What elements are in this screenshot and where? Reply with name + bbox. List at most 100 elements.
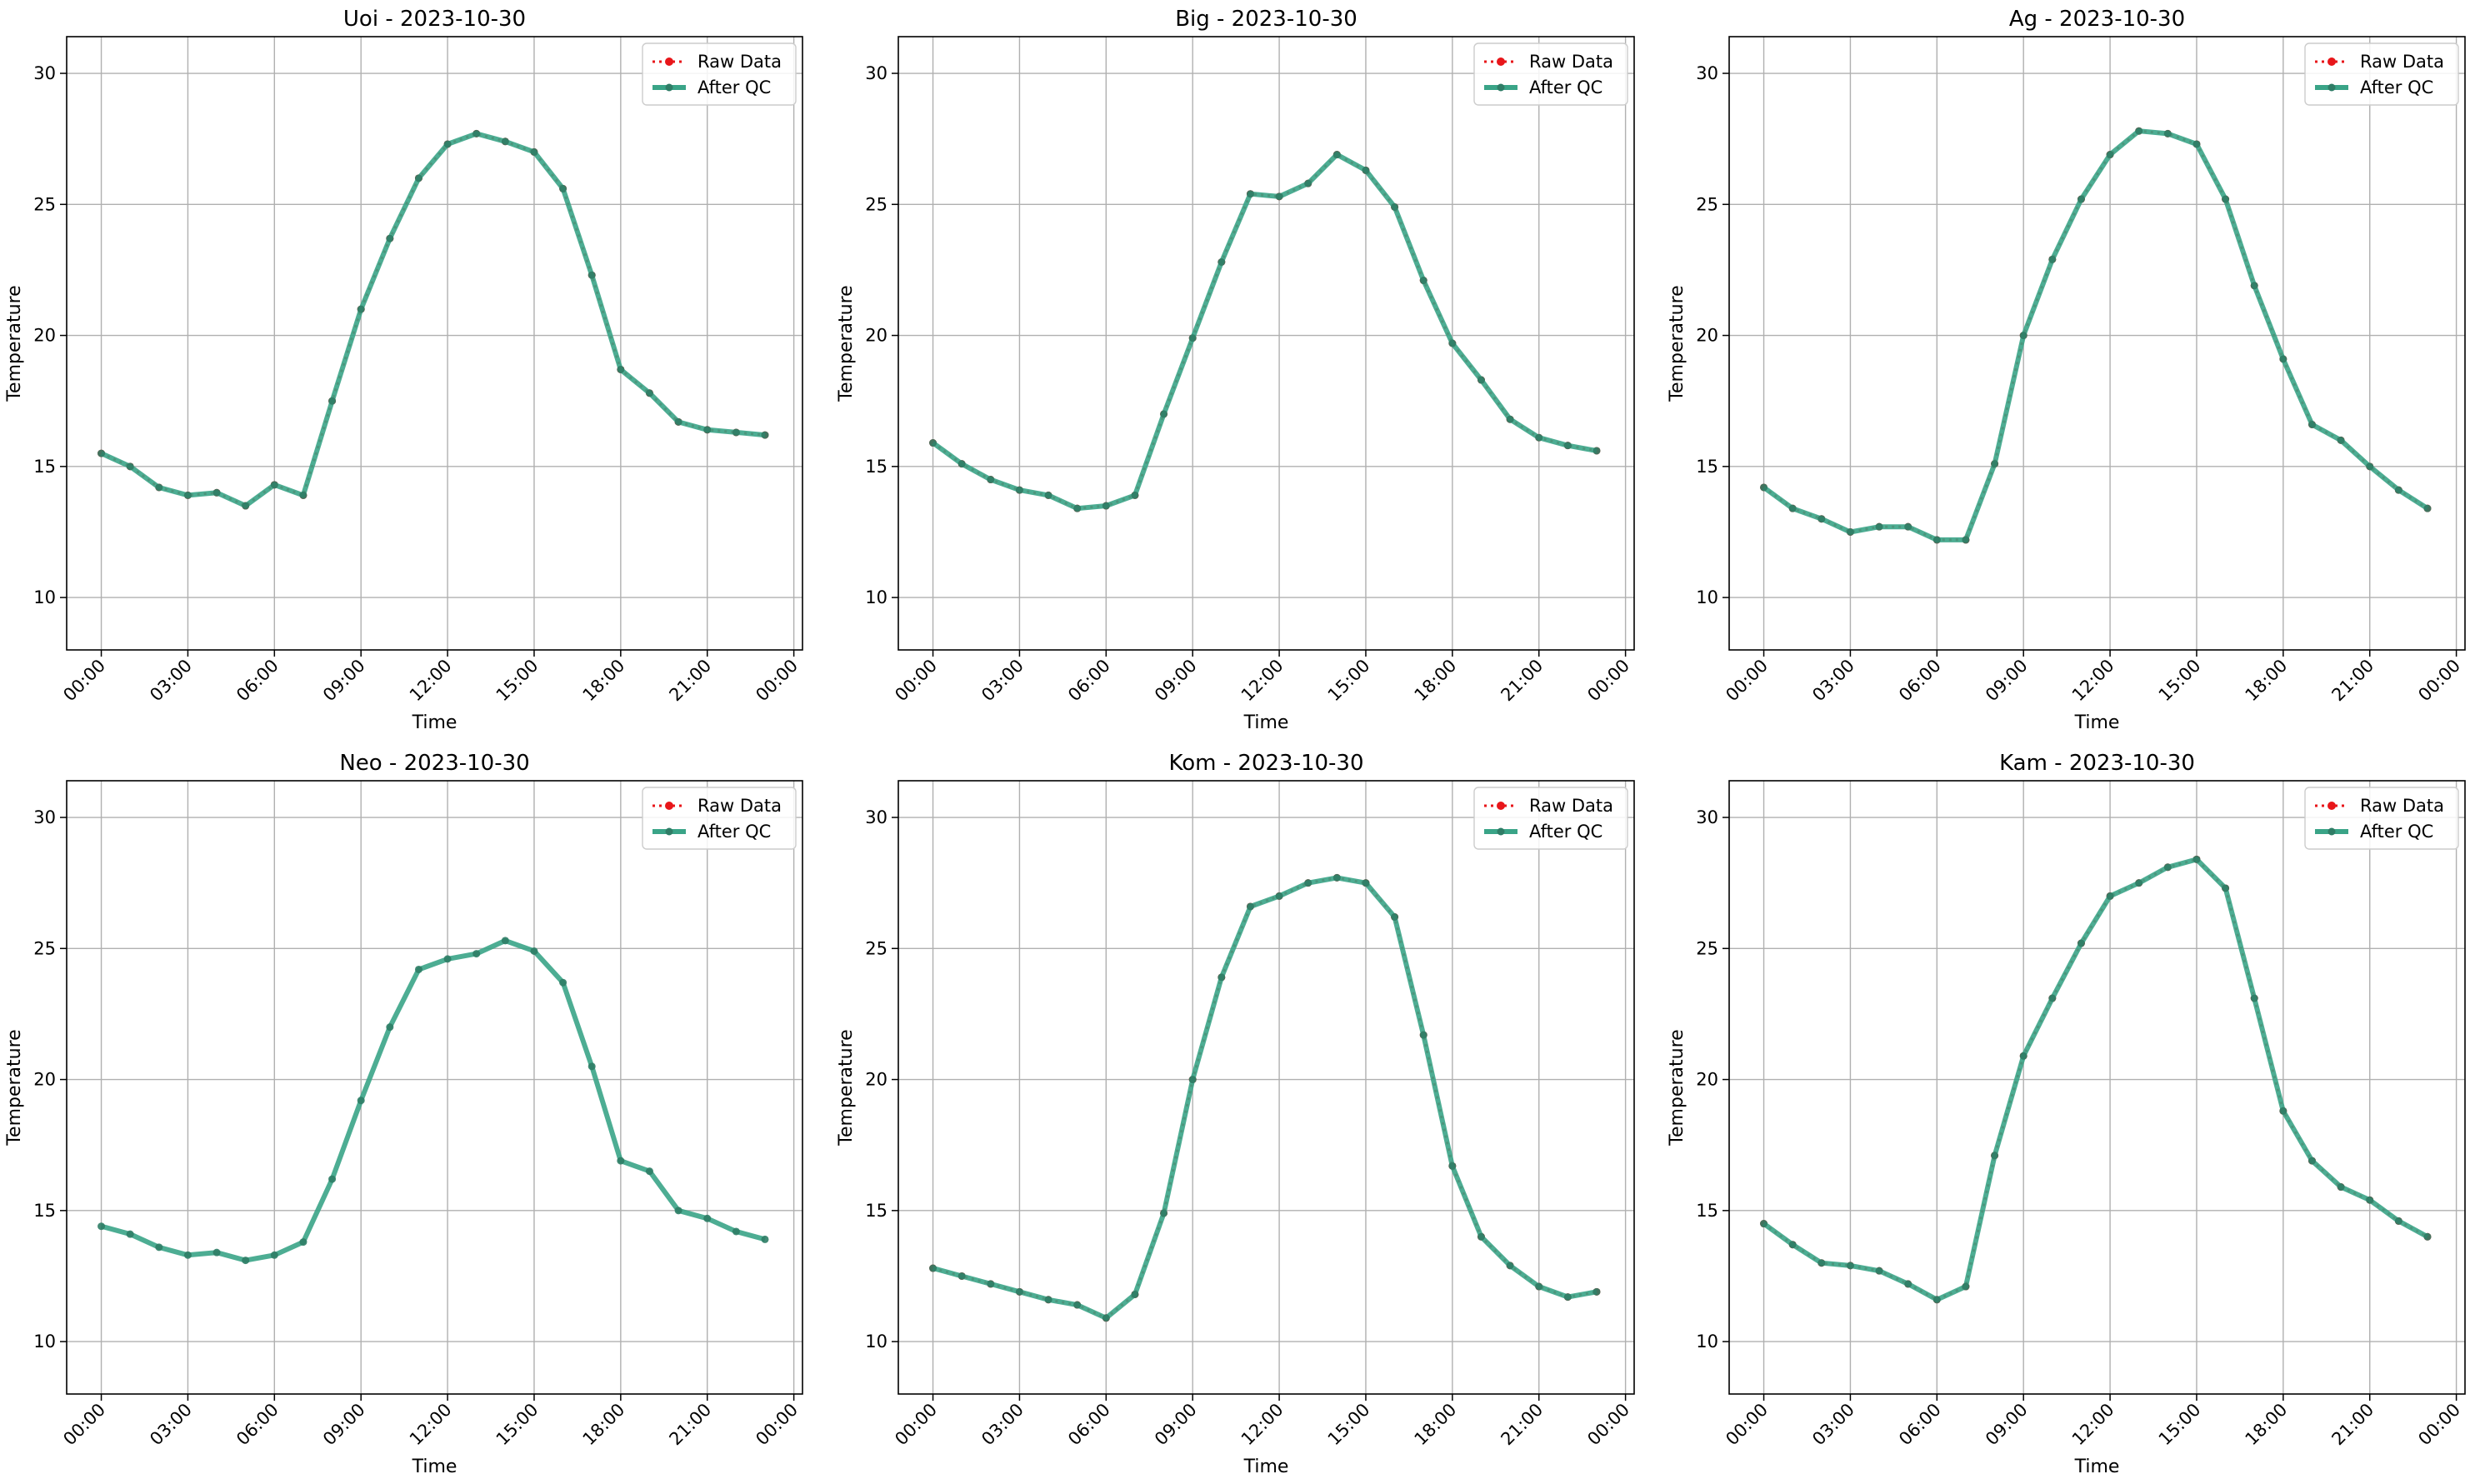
x-tick-label: 18:00	[1411, 1400, 1461, 1450]
x-axis-label: Time	[1243, 1457, 1289, 1477]
x-tick-label: 00:00	[891, 1400, 941, 1450]
after-qc-point	[2106, 151, 2114, 159]
y-tick-label: 10	[1696, 587, 1718, 607]
after-qc-point	[2019, 332, 2028, 340]
after-qc-point	[761, 431, 769, 439]
after-qc-point	[1846, 527, 1854, 536]
after-qc-point	[1904, 522, 1912, 531]
y-axis-label: Temperature	[836, 285, 857, 402]
after-qc-point	[299, 1238, 308, 1247]
after-qc-point	[2077, 195, 2085, 203]
after-qc-point	[1760, 1220, 1768, 1228]
x-axis-label: Time	[2074, 712, 2120, 733]
after-qc-point	[242, 1257, 250, 1265]
x-tick-label: 06:00	[1895, 1400, 1945, 1450]
x-tick-label: 15:00	[1324, 1400, 1374, 1450]
x-tick-label: 03:00	[146, 1400, 196, 1450]
after-qc-point	[2279, 355, 2288, 363]
after-qc-point	[645, 1167, 653, 1176]
after-qc-point	[1246, 190, 1254, 198]
after-qc-point	[98, 449, 106, 457]
after-qc-point	[414, 174, 422, 182]
after-qc-point	[2250, 994, 2258, 1002]
after-qc-point	[1991, 1152, 1999, 1160]
after-qc-point	[1391, 913, 1399, 922]
after-qc-point	[1131, 491, 1139, 499]
subplot-title: Big - 2023-10-30	[1175, 7, 1358, 32]
x-tick-label: 06:00	[1895, 656, 1945, 706]
after-qc-point	[617, 365, 625, 373]
axes-frame	[1728, 36, 2466, 651]
after-qc-point	[183, 491, 192, 499]
after-qc-point	[2019, 1052, 2028, 1060]
after-qc-point	[2222, 195, 2230, 203]
legend-qc-marker	[1497, 83, 1505, 92]
y-tick-label: 25	[1696, 194, 1718, 214]
after-qc-point	[987, 476, 995, 484]
after-qc-point	[2163, 863, 2172, 872]
legend-qc-label: After QC	[2360, 77, 2433, 97]
after-qc-point	[155, 483, 163, 492]
after-qc-point	[328, 1175, 337, 1183]
after-qc-point	[501, 137, 509, 146]
after-qc-point	[588, 1062, 596, 1071]
legend: Raw Data After QC	[1473, 787, 1628, 850]
x-axis-label: Time	[1243, 712, 1289, 733]
after-qc-point	[1592, 447, 1601, 455]
x-tick-label: 18:00	[2242, 656, 2292, 706]
y-tick-label: 30	[33, 807, 56, 827]
subplot-2: 10 15 20 25 30 00:00 03:00 06:00 09:00 12:00 15:00…	[836, 7, 1635, 733]
x-tick-label: 21:00	[2328, 1400, 2378, 1450]
y-tick-label: 20	[865, 1070, 888, 1090]
after-qc-point	[1506, 415, 1514, 423]
after-qc-point	[958, 1272, 966, 1280]
after-qc-point	[270, 1251, 278, 1259]
after-qc-point	[1477, 1232, 1485, 1241]
after-qc-point	[2279, 1107, 2288, 1115]
y-tick-label: 20	[1696, 326, 1718, 346]
raw-data-line	[100, 132, 766, 507]
y-tick-label: 30	[33, 63, 56, 83]
after-qc-point	[1818, 1259, 1826, 1267]
after-qc-line	[932, 875, 1598, 1321]
y-tick-label: 25	[865, 938, 888, 958]
after-qc-point	[386, 1023, 394, 1032]
subplot-title: Ag - 2023-10-30	[2009, 7, 2185, 32]
legend: Raw Data After QC	[1473, 42, 1628, 106]
after-qc-point	[1506, 1262, 1514, 1270]
legend-raw-marker	[665, 57, 673, 66]
after-qc-point	[703, 1214, 712, 1222]
after-qc-point	[1073, 504, 1082, 512]
legend: Raw Data After QC	[642, 42, 797, 106]
y-tick-label: 20	[1696, 1070, 1718, 1090]
after-qc-point	[2337, 1183, 2345, 1192]
after-qc-point	[1419, 277, 1428, 285]
after-qc-point	[1932, 1296, 1941, 1304]
legend-qc-label: After QC	[698, 77, 771, 97]
x-axis-label: Time	[412, 1457, 458, 1477]
y-tick-label: 10	[865, 1332, 888, 1352]
x-tick-label: 15:00	[1324, 656, 1374, 706]
after-qc-point	[2423, 1232, 2432, 1241]
x-tick-label: 09:00	[319, 1400, 369, 1450]
after-qc-point	[588, 271, 596, 279]
x-tick-label: 12:00	[2068, 1400, 2118, 1450]
legend-raw-label: Raw Data	[698, 796, 782, 816]
after-qc-line	[931, 152, 1598, 512]
after-qc-point	[1218, 257, 1226, 266]
after-qc-point	[2423, 504, 2432, 512]
subplot-title: Kam - 2023-10-30	[1999, 751, 2195, 776]
x-tick-label: 00:00	[2414, 656, 2464, 706]
legend-raw-marker	[1497, 802, 1505, 810]
after-qc-point	[1535, 1282, 1543, 1291]
after-qc-line	[1762, 857, 2429, 1302]
legend-qc-marker	[2328, 827, 2336, 836]
after-qc-point	[1275, 892, 1283, 900]
x-tick-label: 00:00	[752, 1400, 802, 1450]
after-qc-point	[1419, 1031, 1428, 1039]
after-qc-point	[299, 491, 308, 499]
after-qc-point	[212, 1248, 221, 1257]
y-tick-label: 30	[865, 63, 888, 83]
y-tick-label: 30	[1696, 807, 1718, 827]
after-qc-point	[443, 955, 452, 963]
